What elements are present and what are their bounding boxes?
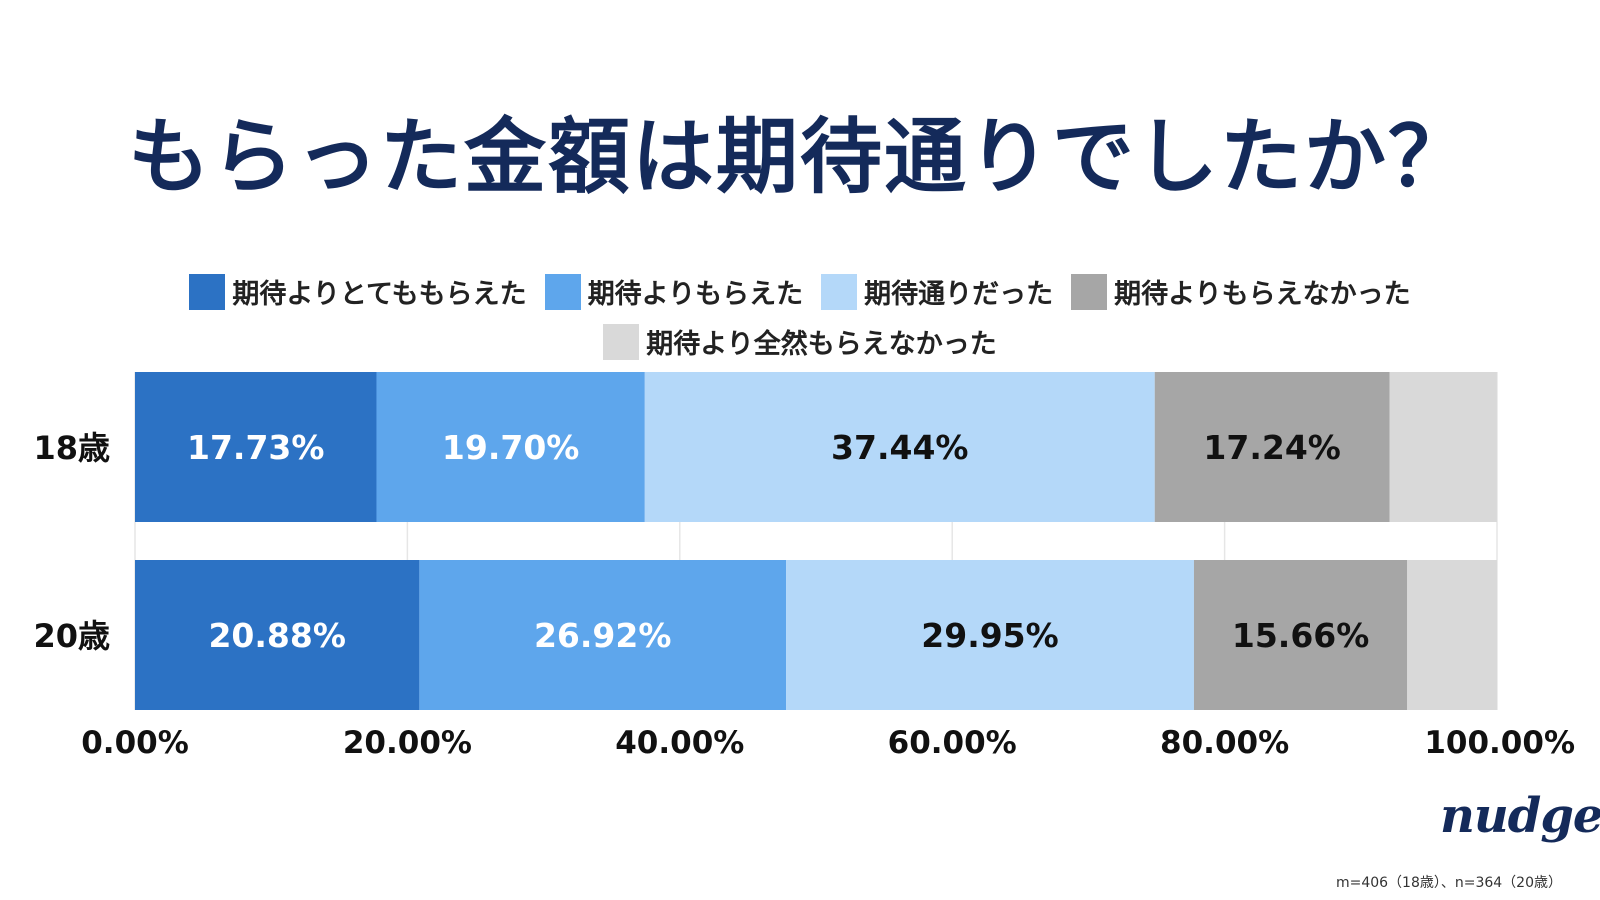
bar-segment-2-0 (644, 372, 1155, 522)
x-tick-label-4: 80.00% (1160, 725, 1289, 761)
bar-segment-1-0 (376, 372, 645, 522)
legend-label: 期待より全然もらえなかった (646, 329, 997, 360)
data-label-2-1: 29.95% (921, 616, 1058, 655)
data-label-1-1: 26.92% (534, 616, 671, 655)
x-tick-label-2: 40.00% (615, 725, 744, 761)
bar-segment-0-0 (135, 372, 377, 522)
legend-label: 期待よりとてももらえた (232, 279, 527, 310)
bar-segment-1-1 (419, 560, 787, 710)
legend-swatch (544, 273, 581, 310)
legend-item-very-more: 期待よりとてももらえた (189, 272, 527, 311)
bar-segment-3-0 (1154, 372, 1390, 522)
legend-item-less: 期待よりもらえなかった (1071, 272, 1411, 311)
legend-item-much-less: 期待より全然もらえなかった (603, 322, 997, 361)
legend-label: 期待よりもらえた (587, 279, 804, 310)
nudge-logo: nudge (1440, 788, 1600, 844)
bar-segment-4-1 (1407, 560, 1497, 710)
bar-segment-3-1 (1193, 560, 1408, 710)
category-label-1: 20歳 (33, 617, 110, 655)
legend-label: 期待よりもらえなかった (1114, 279, 1411, 310)
legend-swatch (821, 273, 858, 310)
legend-row-1: 期待よりとてももらえた 期待よりもらえた 期待通りだった 期待よりもらえなかった (0, 272, 1600, 311)
legend-item-more: 期待よりもらえた (544, 272, 804, 311)
data-label-1-0: 19.70% (442, 428, 579, 467)
bar-segment-0-1 (135, 560, 420, 710)
sample-size-footnote: m=406（18歳）、n=364（20歳） (1335, 875, 1562, 891)
chart-title: もらった金額は期待通りでしたか？ (127, 110, 1472, 205)
data-label-2-0: 37.44% (831, 428, 968, 467)
legend-swatch (189, 273, 226, 310)
legend-swatch (1071, 273, 1108, 310)
legend-swatch (603, 323, 640, 360)
data-label-0-1: 20.88% (208, 616, 345, 655)
data-label-3-1: 15.66% (1232, 616, 1369, 655)
bar-segment-2-1 (786, 560, 1194, 710)
legend-item-as-expected: 期待通りだった (821, 272, 1053, 311)
x-tick-label-1: 20.00% (343, 725, 472, 761)
x-tick-label-5: 100.00% (1424, 725, 1575, 761)
legend-row-2: 期待より全然もらえなかった (0, 322, 1600, 361)
data-label-0-0: 17.73% (187, 428, 324, 467)
data-label-3-0: 17.24% (1203, 428, 1340, 467)
category-label-0: 18歳 (33, 429, 110, 467)
legend-label: 期待通りだった (864, 279, 1054, 310)
x-tick-label-0: 0.00% (81, 725, 189, 761)
x-tick-label-3: 60.00% (888, 725, 1017, 761)
bar-segment-4-0 (1389, 372, 1497, 522)
